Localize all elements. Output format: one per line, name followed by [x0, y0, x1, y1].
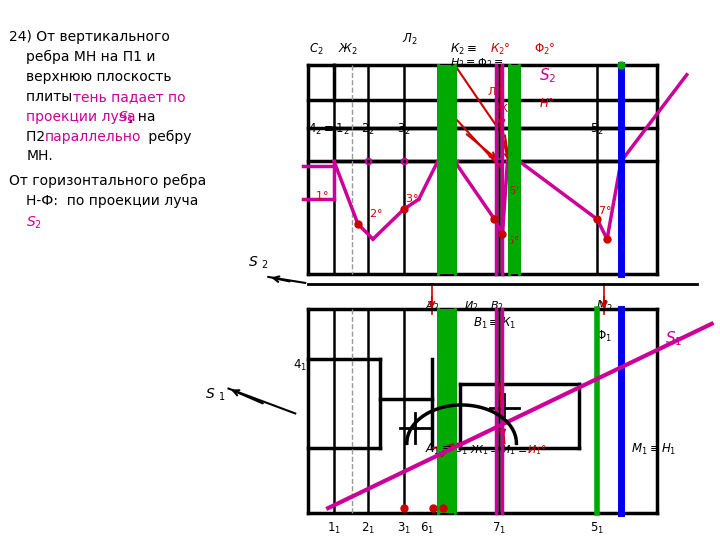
Text: $S\ _2$: $S\ _2$ — [248, 255, 269, 272]
Text: тень падает по: тень падает по — [73, 90, 186, 104]
Text: $4_1$: $4_1$ — [293, 357, 307, 373]
Text: $2_1$: $2_1$ — [361, 521, 375, 536]
Text: $1_1$: $1_1$ — [327, 521, 341, 536]
Text: 24) От вертикального: 24) От вертикального — [9, 30, 170, 44]
Text: МН.: МН. — [26, 150, 53, 164]
Text: $6°$: $6°$ — [505, 234, 519, 246]
Text: Н-Ф:  по проекции луча: Н-Ф: по проекции луча — [26, 194, 199, 208]
Text: $И_2$: $И_2$ — [464, 299, 479, 313]
Text: $В_1{\equiv}К_1$: $В_1{\equiv}К_1$ — [473, 316, 516, 331]
Text: $М_1{\equiv}Н_1$: $М_1{\equiv}Н_1$ — [631, 442, 677, 457]
Text: ребра МН на П1 и: ребра МН на П1 и — [26, 50, 156, 64]
Text: $К_2°$: $К_2°$ — [490, 42, 510, 57]
Text: Л°: Л° — [487, 86, 501, 97]
Text: $S\ _1$: $S\ _1$ — [205, 387, 226, 403]
Text: $2°$: $2°$ — [369, 207, 383, 219]
Text: проекции луча: проекции луча — [26, 110, 140, 124]
Bar — [438, 65, 454, 274]
Text: $C_2$: $C_2$ — [309, 42, 323, 57]
Text: $4_2{\equiv}1_2$: $4_2{\equiv}1_2$ — [308, 122, 350, 137]
Text: $М_2$: $М_2$ — [596, 299, 613, 314]
Text: $5_2$: $5_2$ — [590, 122, 604, 137]
Text: $1°$: $1°$ — [315, 189, 329, 201]
Text: $К_2{\equiv}$: $К_2{\equiv}$ — [450, 42, 477, 57]
Text: $S_2$: $S_2$ — [26, 214, 42, 231]
Text: $A_2$: $A_2$ — [425, 299, 439, 313]
Text: $3_2$: $3_2$ — [397, 122, 411, 137]
Text: $S_2$: $S_2$ — [539, 66, 557, 85]
Text: $Ж_1{\equiv}И_1{\equiv}$: $Ж_1{\equiv}И_1{\equiv}$ — [469, 443, 527, 457]
Text: Ж°: Ж° — [495, 104, 513, 113]
Text: $\Phi_1$: $\Phi_1$ — [596, 329, 612, 344]
Text: $6_1$: $6_1$ — [420, 521, 433, 536]
Text: ребру: ребру — [144, 130, 192, 144]
Text: $3_1$: $3_1$ — [397, 521, 411, 536]
Text: $S_1$: $S_1$ — [665, 330, 683, 348]
Text: верхнюю плоскость: верхнюю плоскость — [26, 70, 172, 84]
Text: $S_1$: $S_1$ — [118, 110, 134, 126]
Text: $Л_2$: $Л_2$ — [402, 32, 418, 47]
Text: $6°$: $6°$ — [508, 184, 521, 196]
Text: $3°$: $3°$ — [405, 192, 418, 204]
Text: П2: П2 — [26, 130, 50, 144]
Text: $7°$: $7°$ — [598, 204, 612, 216]
Text: $7_2$: $7_2$ — [492, 122, 506, 137]
Text: $Н_2{\equiv}\Phi_2{\equiv}$: $Н_2{\equiv}\Phi_2{\equiv}$ — [450, 56, 503, 70]
Text: плиты: плиты — [26, 90, 77, 104]
Text: $В_2$: $В_2$ — [490, 299, 503, 313]
Text: $7_1$: $7_1$ — [492, 521, 507, 536]
Text: , на: , на — [129, 110, 156, 124]
Text: $5_1$: $5_1$ — [590, 521, 604, 536]
Text: параллельно: параллельно — [45, 130, 142, 144]
Text: $\Phi_2°$: $\Phi_2°$ — [534, 42, 556, 57]
Bar — [510, 65, 519, 274]
Text: От горизонтального ребра: От горизонтального ребра — [9, 174, 207, 188]
Text: $Ж_2$: $Ж_2$ — [338, 42, 358, 57]
Text: $Н°$: $Н°$ — [539, 97, 555, 110]
Bar — [438, 309, 454, 513]
Text: $А_1{\equiv}С_1$: $А_1{\equiv}С_1$ — [425, 442, 468, 457]
Text: $И_1°$: $И_1°$ — [527, 443, 547, 457]
Text: $2_2$: $2_2$ — [361, 122, 375, 137]
